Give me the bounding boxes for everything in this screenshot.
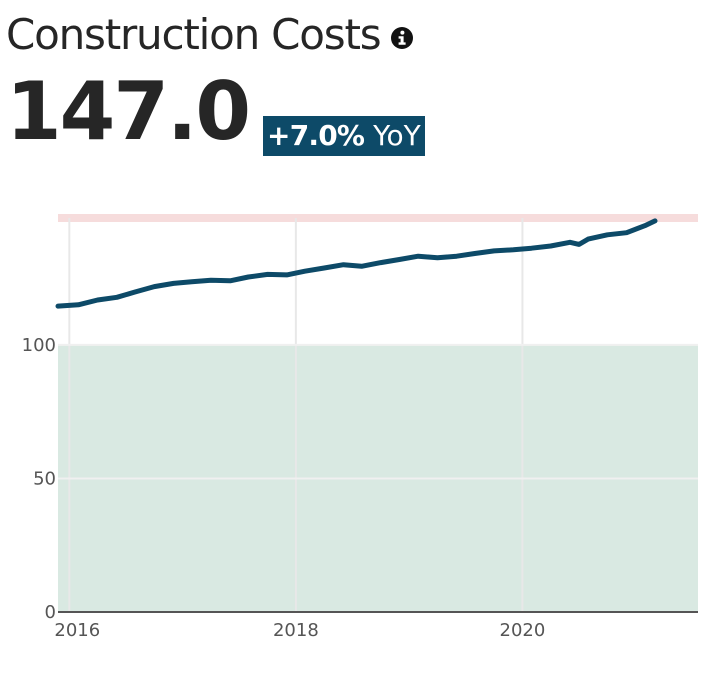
yoy-change-badge: +7.0% YoY: [263, 116, 425, 156]
y-tick-label: 0: [45, 602, 56, 623]
x-tick-label: 2018: [273, 620, 319, 641]
info-circle-icon[interactable]: [390, 26, 414, 50]
kpi-value: 147.0: [6, 65, 251, 158]
chart-title: Construction Costs: [6, 10, 382, 59]
upper-threshold-band: [58, 213, 698, 223]
yoy-change-suffix: YoY: [373, 119, 421, 152]
kpi-row: 147.0 +7.0% YoY: [6, 66, 425, 158]
series-line: [55, 218, 658, 309]
x-tick-label: 2016: [54, 620, 100, 641]
yoy-change-percent: +7.0%: [267, 119, 365, 152]
y-tick-label: 100: [22, 335, 56, 356]
y-tick-label: 50: [33, 468, 56, 489]
chart-header: Construction Costs: [6, 10, 414, 59]
x-tick-label: 2020: [500, 620, 546, 641]
